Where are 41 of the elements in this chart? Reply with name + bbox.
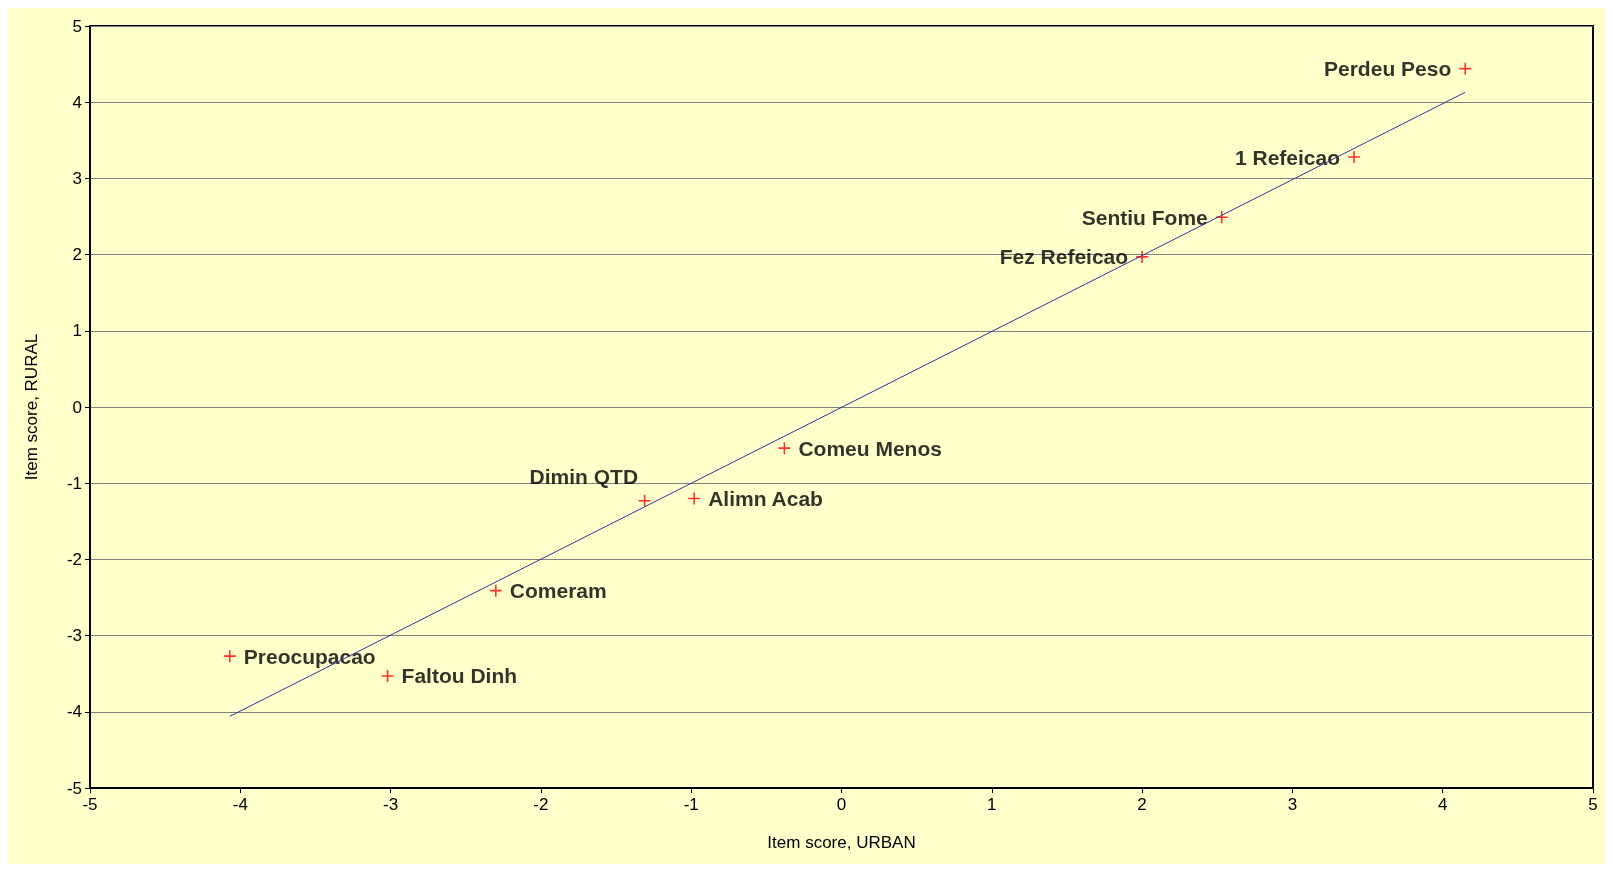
x-tick-label: -3 (383, 795, 399, 814)
annotation: Comeu Menos (798, 436, 942, 460)
y-tick-label: -4 (66, 702, 82, 722)
y-tick-label: 0 (72, 397, 82, 417)
x-tick-label: -2 (533, 795, 549, 814)
point (777, 441, 792, 455)
annotation: Sentiu Fome (1081, 205, 1208, 229)
point (380, 669, 395, 683)
point (489, 583, 503, 598)
annotation: Faltou Dinh (401, 664, 518, 688)
point (1135, 250, 1149, 264)
y-tick-label: 2 (72, 245, 82, 265)
y-tick-label: -1 (66, 473, 82, 493)
y-tick-label: 5 (72, 16, 82, 36)
annotation: Comeram (509, 579, 607, 603)
point (1347, 150, 1361, 164)
y-tick-label: -2 (66, 549, 82, 569)
x-tick-label: -1 (683, 795, 699, 814)
annotation: Alimn Acab (708, 486, 823, 510)
x-tick-label: 5 (1588, 795, 1598, 814)
point (1458, 61, 1473, 76)
y-tick-label: -3 (66, 626, 82, 646)
y-tick-label: 3 (72, 168, 82, 188)
annotation: Dimin QTD (529, 464, 639, 488)
x-axis-title: Item score, URBAN (767, 833, 916, 852)
y-axis-title: Item score, RURAL (22, 333, 41, 481)
y-tick-label: -5 (66, 778, 82, 798)
annotation: 1 Refeicao (1234, 145, 1341, 169)
point (222, 649, 237, 663)
x-tick-label: 1 (987, 795, 997, 814)
x-tick-label: 0 (836, 795, 847, 814)
y-tick-label: 1 (72, 321, 82, 341)
point (687, 491, 702, 506)
annotation: Perdeu Peso (1324, 57, 1452, 81)
point (1214, 210, 1229, 225)
x-tick-label: 2 (1137, 795, 1147, 814)
y-tick-label: 4 (72, 92, 82, 112)
x-tick-label: -4 (232, 795, 248, 814)
x-tick-label: 3 (1287, 795, 1298, 814)
point (637, 493, 652, 508)
x-tick-label: 4 (1437, 795, 1448, 814)
